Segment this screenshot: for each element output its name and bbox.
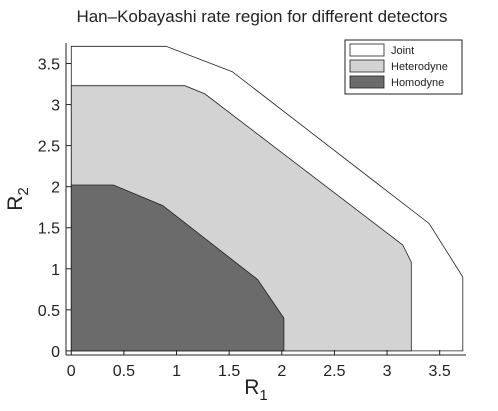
legend-label-homodyne: Homodyne [391, 77, 444, 89]
x-axis-label-subscript: 1 [259, 387, 267, 404]
legend-swatch-joint [349, 43, 385, 57]
y-axis-label-main: R [4, 196, 27, 211]
legend-swatch-heterodyne [349, 59, 385, 73]
legend-label-heterodyne: Heterodyne [391, 61, 448, 73]
region-homodyne [70, 184, 285, 352]
x-axis-label-main: R [244, 376, 259, 399]
y-axis-label-subscript: 2 [15, 187, 32, 195]
y-tick-label: 1 [51, 262, 60, 279]
x-axis-label: R1 [244, 376, 268, 404]
x-tick-label: 0 [67, 363, 76, 380]
x-tick-label: 2 [277, 363, 286, 380]
y-tick-label: 1.5 [38, 221, 60, 238]
legend-label-joint: Joint [391, 45, 414, 57]
plot-axes [65, 43, 466, 356]
chart-title: Han–Kobayashi rate region for different … [76, 7, 447, 26]
legend-swatch-homodyne [349, 75, 385, 89]
y-axis-label: R2 [4, 187, 32, 211]
region-layer [70, 45, 464, 352]
y-ticks: 0 0.5 1 1.5 2 2.5 3 3.5 [38, 57, 71, 361]
y-tick-label: 0 [51, 344, 60, 361]
x-tick-label: 1.5 [218, 363, 240, 380]
legend: Joint Heterodyne Homodyne [344, 39, 463, 95]
y-tick-label: 3.5 [38, 57, 60, 74]
x-ticks: 0 0.5 1 1.5 2 2.5 3 3.5 [67, 350, 451, 380]
y-tick-label: 3 [51, 98, 60, 115]
y-tick-label: 0.5 [38, 303, 60, 320]
x-tick-label: 0.5 [113, 363, 135, 380]
x-tick-label: 3.5 [429, 363, 451, 380]
x-tick-label: 1 [172, 363, 181, 380]
x-tick-label: 3 [383, 363, 392, 380]
x-tick-label: 2.5 [323, 363, 345, 380]
y-tick-label: 2.5 [38, 139, 60, 156]
y-tick-label: 2 [51, 180, 60, 197]
